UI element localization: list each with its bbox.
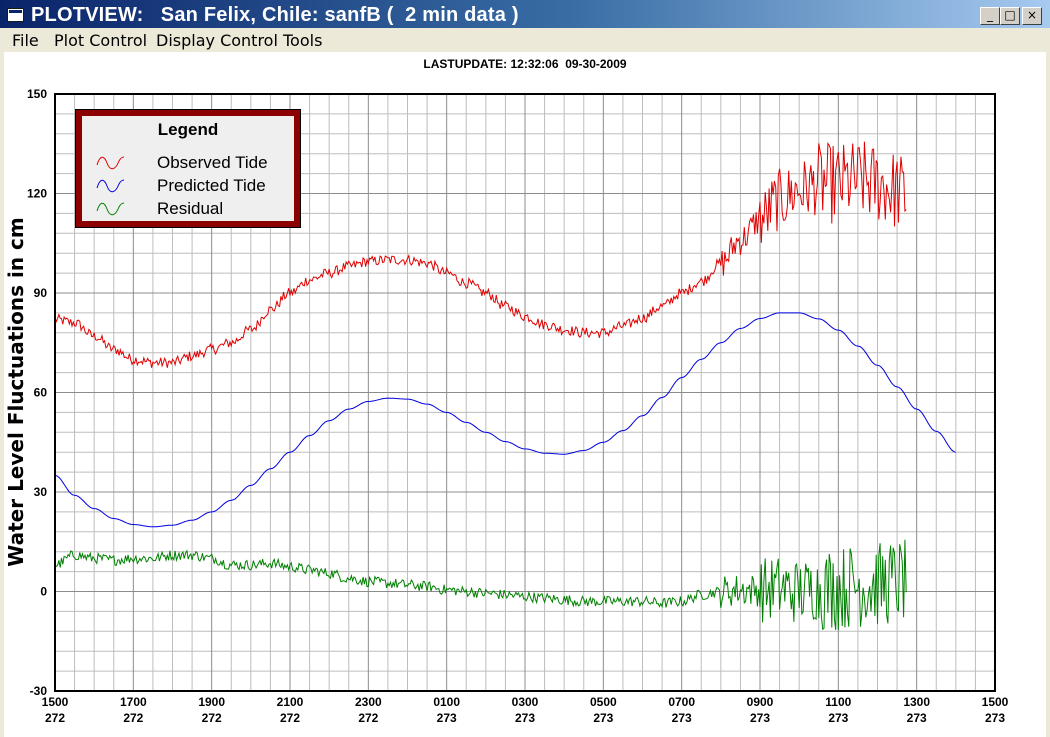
x-tick-labels: 1500 272 1700 272 1900 272 2100 272 2300 272 0100 2… — [42, 695, 1009, 725]
app-window-icon[interactable] — [7, 8, 24, 22]
y-tick-label: -30 — [30, 684, 48, 698]
y-tick-labels: -30 0 30 60 90 120 150 — [27, 87, 47, 698]
x-tick-label-day: 273 — [985, 711, 1005, 725]
legend-item-observed: Observed Tide — [94, 153, 294, 173]
x-tick-label-day: 272 — [123, 711, 143, 725]
y-tick-label: 30 — [34, 485, 48, 499]
x-tick-label-day: 273 — [907, 711, 927, 725]
x-tick-label-time: 0100 — [433, 695, 460, 709]
series-layer — [54, 141, 956, 631]
x-tick-label-time: 0700 — [668, 695, 695, 709]
y-tick-label: 60 — [34, 386, 48, 400]
x-tick-label-day: 272 — [45, 711, 65, 725]
x-tick-label-day: 272 — [280, 711, 300, 725]
x-tick-label-time: 1100 — [825, 695, 851, 709]
predicted-swatch-icon — [96, 179, 125, 193]
plot-frame — [54, 93, 996, 692]
x-tick-label-time: 2100 — [277, 695, 304, 709]
x-tick-label-day: 272 — [358, 711, 378, 725]
x-tick-label-time: 0500 — [590, 695, 617, 709]
menu-display-control[interactable]: Display Control — [156, 31, 278, 50]
menu-plot-control[interactable]: Plot Control — [54, 31, 148, 50]
x-tick-label-time: 2300 — [355, 695, 382, 709]
y-tick-label: 150 — [27, 87, 47, 101]
legend-label-residual: Residual — [157, 199, 224, 218]
menu-bar: File Plot Control Display Control Tools — [0, 28, 1050, 52]
window-title: PLOTVIEW: San Felix, Chile: sanfB ( 2 mi… — [31, 4, 519, 26]
maximize-button[interactable]: □ — [1000, 7, 1020, 25]
title-bar[interactable]: PLOTVIEW: San Felix, Chile: sanfB ( 2 mi… — [0, 0, 1050, 32]
x-tick-label-day: 273 — [593, 711, 613, 725]
x-tick-label-time: 0900 — [747, 695, 774, 709]
last-update-text: LASTUPDATE: 12:32:06 09-30-2009 — [423, 57, 627, 71]
legend-label-observed: Observed Tide — [157, 153, 268, 172]
close-button[interactable]: × — [1022, 7, 1042, 25]
series-line-residual — [54, 539, 907, 631]
residual-swatch-icon — [96, 202, 125, 216]
series-line-predicted-tide — [54, 312, 956, 528]
legend-title: Legend — [157, 120, 219, 139]
x-tick-label-day: 273 — [828, 711, 848, 725]
x-tick-label-day: 272 — [202, 711, 222, 725]
x-tick-label-time: 1700 — [120, 695, 147, 709]
series-line-observed-tide — [54, 141, 907, 368]
legend-label-predicted: Predicted Tide — [157, 176, 266, 195]
x-tick-label-day: 273 — [750, 711, 770, 725]
x-tick-label-time: 1500 — [42, 695, 69, 709]
x-tick-label-time: 1300 — [903, 695, 930, 709]
x-tick-label-time: 0300 — [512, 695, 539, 709]
x-tick-label-day: 273 — [515, 711, 535, 725]
y-tick-label: 0 — [40, 585, 47, 599]
y-tick-label: 90 — [34, 286, 48, 300]
x-tick-label-time: 1900 — [198, 695, 225, 709]
x-tick-label-day: 273 — [437, 711, 457, 725]
menu-file[interactable]: File — [12, 31, 39, 50]
minimize-button[interactable]: _ — [980, 7, 1000, 25]
menu-tools[interactable]: Tools — [283, 31, 323, 50]
legend: Legend Observed Tide Predicted Tide Resi… — [75, 109, 301, 228]
y-tick-label: 120 — [27, 187, 47, 201]
x-tick-label-time: 1500 — [982, 695, 1009, 709]
observed-swatch-icon — [96, 156, 125, 170]
legend-item-residual: Residual — [94, 199, 294, 219]
x-tick-label-day: 273 — [672, 711, 692, 725]
legend-item-predicted: Predicted Tide — [94, 176, 294, 196]
